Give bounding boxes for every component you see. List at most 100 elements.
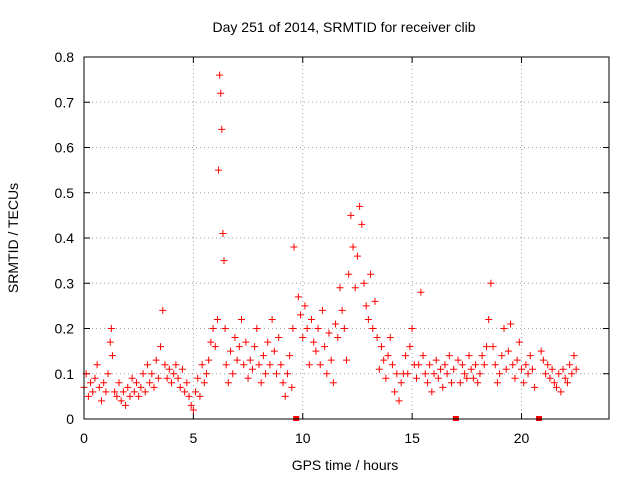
data-point	[557, 388, 565, 396]
data-point	[283, 370, 291, 378]
data-point	[170, 370, 178, 378]
data-point	[393, 370, 401, 378]
data-point	[483, 343, 490, 351]
data-point	[294, 293, 302, 301]
data-point	[347, 211, 355, 219]
data-point	[203, 370, 210, 378]
data-point	[544, 361, 552, 369]
data-point	[215, 166, 223, 174]
y-tick-label: 0.8	[55, 49, 75, 65]
data-point	[189, 406, 197, 414]
data-point	[286, 352, 294, 360]
data-point	[561, 374, 569, 382]
data-point	[439, 383, 447, 391]
data-point	[445, 352, 453, 360]
data-point	[441, 361, 449, 369]
data-point	[213, 315, 221, 323]
y-tick-label: 0.6	[55, 140, 75, 156]
data-point	[146, 379, 154, 387]
data-point	[500, 325, 508, 332]
data-point	[275, 334, 283, 342]
data-point	[318, 306, 326, 314]
data-point	[362, 302, 370, 310]
x-tick-label: 0	[80, 430, 88, 446]
data-point	[546, 374, 554, 382]
data-point	[469, 374, 477, 382]
data-point	[314, 325, 322, 332]
data-points	[80, 71, 580, 414]
gridlines	[84, 57, 609, 419]
data-point	[165, 365, 173, 373]
data-point	[178, 365, 186, 373]
data-point	[463, 374, 471, 382]
data-point	[187, 401, 195, 409]
data-point	[98, 397, 105, 405]
data-point	[353, 252, 361, 260]
data-point	[343, 356, 350, 364]
data-point	[172, 361, 180, 369]
x-tick-label: 10	[295, 430, 311, 446]
data-point	[338, 306, 346, 314]
data-point	[515, 338, 523, 346]
data-point	[520, 379, 528, 387]
data-point	[493, 379, 501, 387]
data-point	[480, 361, 488, 369]
data-point	[235, 343, 243, 351]
data-point	[227, 347, 235, 355]
data-point	[382, 374, 390, 382]
data-point	[163, 374, 171, 382]
data-point	[157, 343, 165, 351]
data-point	[373, 334, 381, 342]
data-point	[360, 279, 368, 287]
data-point	[329, 379, 337, 387]
data-point	[279, 379, 287, 387]
data-point	[200, 379, 208, 387]
data-point	[316, 361, 324, 369]
data-point	[454, 356, 462, 364]
data-point	[297, 311, 305, 319]
data-point	[380, 356, 388, 364]
data-point	[308, 315, 315, 323]
data-point	[205, 356, 213, 364]
data-point	[518, 365, 525, 373]
data-point	[568, 370, 576, 378]
data-point	[542, 370, 550, 378]
data-point	[528, 365, 536, 373]
data-point	[563, 379, 571, 387]
data-point	[91, 374, 99, 382]
x-tick-label: 15	[404, 430, 420, 446]
data-point	[553, 383, 560, 391]
data-point	[124, 383, 132, 391]
data-point	[461, 370, 469, 378]
data-point	[176, 383, 184, 391]
data-point	[458, 361, 466, 369]
data-point	[218, 125, 226, 133]
data-point	[522, 361, 530, 369]
data-point	[135, 392, 143, 400]
data-point	[371, 297, 379, 305]
data-point	[143, 361, 151, 369]
data-point	[402, 352, 410, 360]
data-point	[253, 325, 261, 332]
data-point	[150, 383, 158, 391]
x-axis-label: GPS time / hours	[292, 457, 399, 473]
data-point	[196, 392, 204, 400]
data-point	[174, 374, 182, 382]
data-point	[428, 388, 436, 396]
data-point	[264, 338, 272, 346]
data-point	[108, 352, 116, 360]
data-point	[349, 243, 357, 251]
data-point	[421, 370, 429, 378]
data-point	[456, 379, 464, 387]
tick-labels: 0 0.1 0.2 0.3 0.4 0.5 0.6 0.7 0.8 0 5 10 15 20	[55, 49, 530, 446]
data-point	[491, 361, 499, 369]
data-point	[404, 370, 412, 378]
data-point	[233, 356, 241, 364]
data-point	[476, 370, 484, 378]
data-point	[224, 379, 232, 387]
data-point	[185, 392, 193, 400]
data-point	[336, 284, 344, 292]
y-tick-label: 0.2	[55, 321, 75, 337]
data-point	[550, 379, 558, 387]
